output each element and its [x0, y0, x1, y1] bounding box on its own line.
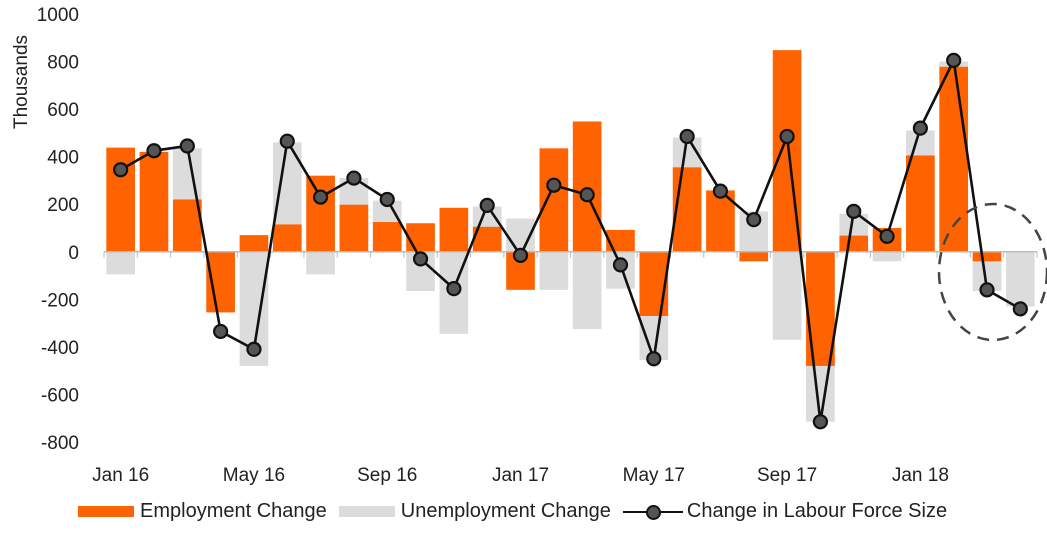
employment-bar — [439, 207, 469, 252]
labour-force-point — [546, 177, 562, 193]
legend-swatch-unemployment — [338, 506, 395, 517]
x-axis-ticks — [103, 251, 1038, 258]
labour-force-point — [279, 133, 295, 149]
y-tick-label: -200 — [41, 290, 79, 311]
labour-force-point — [846, 203, 862, 219]
labour-force-polyline — [120, 59, 1021, 424]
employment-bar — [739, 251, 769, 262]
unemployment-bar — [872, 251, 902, 262]
employment-bar — [406, 223, 435, 252]
labour-force-point — [412, 251, 429, 267]
legend-swatch-labour-force — [622, 504, 683, 520]
chart-legend: Employment Change Unemployment Change Ch… — [78, 500, 959, 523]
y-tick-label: 200 — [47, 195, 79, 216]
labour-force-point — [746, 212, 762, 228]
labour-force-point — [879, 228, 895, 244]
labour-force-point — [246, 341, 262, 357]
x-tick-label: Jan 17 — [492, 465, 549, 486]
legend-swatch-employment — [78, 506, 134, 517]
x-tick-label: May 16 — [223, 465, 285, 486]
y-tick-label: -800 — [41, 433, 79, 454]
x-tick-label: Jan 18 — [892, 465, 949, 486]
labour-force-line — [120, 59, 1021, 424]
legend-label-labour-force: Change in Labour Force Size — [686, 500, 948, 522]
x-tick-label: Jan 16 — [92, 465, 149, 486]
unemployment-bar — [572, 251, 602, 330]
x-tick-label: Sep 16 — [357, 465, 417, 486]
employment-bar — [239, 235, 269, 252]
employment-bar — [272, 224, 302, 252]
labour-force-points — [113, 52, 1028, 430]
y-tick-label: 600 — [47, 100, 79, 121]
unemployment-bar — [772, 251, 802, 340]
x-tick-label: Sep 17 — [757, 465, 817, 486]
labour-force-point — [612, 257, 629, 273]
labour-force-point — [979, 282, 995, 298]
x-tick-label: May 17 — [623, 465, 685, 486]
labour-force-point — [146, 143, 162, 159]
employment-bar — [939, 66, 969, 252]
labour-force-point — [213, 323, 229, 340]
labour-force-point — [312, 189, 329, 205]
y-tick-label: 1000 — [37, 5, 79, 26]
employment-bar — [539, 148, 569, 252]
employment-bar — [339, 204, 369, 252]
employment-bars — [106, 50, 1002, 366]
labour-force-point — [712, 183, 729, 199]
employment-bar — [572, 121, 602, 252]
employment-bar — [372, 222, 402, 252]
labour-force-point — [1012, 301, 1028, 317]
employment-bar — [906, 155, 935, 252]
employment-bar — [606, 229, 635, 252]
legend-label-employment: Employment Change — [140, 500, 327, 522]
y-tick-label: 800 — [47, 53, 79, 74]
labour-force-point — [179, 138, 195, 154]
labour-force-point — [646, 351, 662, 367]
y-tick-label: -600 — [41, 385, 79, 406]
unemployment-bar — [539, 251, 569, 290]
labour-force-point — [379, 191, 395, 208]
labour-force-point — [946, 52, 962, 68]
employment-bar — [839, 235, 869, 252]
y-axis-ticks: 1000 800 600 400 200 0 -200 -400 -600 -800 — [37, 5, 79, 454]
y-tick-label: 400 — [47, 148, 79, 169]
labour-force-point — [812, 414, 829, 430]
employment-bar — [672, 167, 702, 252]
employment-bar — [139, 151, 169, 252]
employment-bar — [806, 251, 835, 366]
unemployment-bar — [106, 251, 135, 275]
legend-item-labour-force: Change in Labour Force Size — [622, 500, 948, 523]
y-axis-label: Thousands — [11, 35, 32, 129]
labour-force-point — [579, 187, 595, 203]
unemployment-bar — [306, 251, 335, 275]
employment-bar — [639, 251, 669, 316]
employment-bar — [972, 251, 1002, 262]
legend-item-unemployment: Unemployment Change — [338, 500, 611, 523]
labour-force-point — [479, 197, 495, 214]
legend-item-employment: Employment Change — [78, 500, 327, 523]
labour-force-point — [512, 247, 529, 263]
labour-force-point — [113, 162, 129, 178]
employment-bar — [172, 199, 202, 252]
labour-force-point — [779, 128, 795, 145]
x-axis-labels: Jan 16 May 16 Sep 16 Jan 17 May 17 Sep 17 Jan … — [92, 465, 949, 486]
unemployment-bar — [1006, 251, 1035, 307]
labour-force-point — [446, 281, 462, 297]
labour-force-point — [346, 170, 362, 186]
legend-label-unemployment: Unemployment Change — [400, 500, 611, 522]
employment-bar — [306, 175, 335, 252]
unemployment-bars — [106, 61, 1035, 422]
y-tick-label: -400 — [41, 338, 79, 359]
y-tick-label: 0 — [68, 243, 79, 264]
highlight-circle — [937, 202, 1047, 342]
labour-force-point — [912, 120, 928, 136]
labour-force-point — [679, 128, 695, 145]
